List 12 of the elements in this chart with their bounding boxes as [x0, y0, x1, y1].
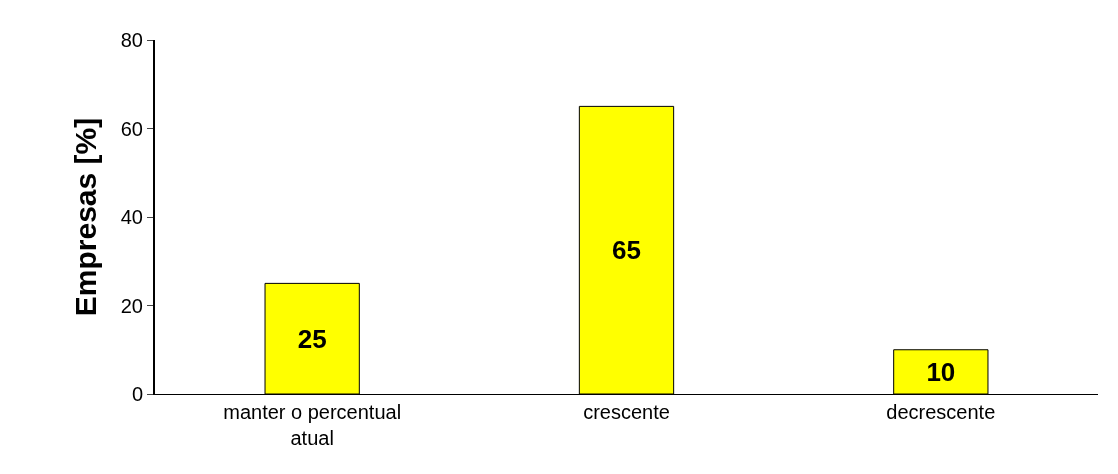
y-tick-label: 80	[120, 29, 143, 51]
x-tick-label: crescente	[583, 401, 670, 423]
data-label: 10	[926, 356, 956, 387]
data-label: 65	[612, 235, 641, 266]
y-axis-title: Empresas [%]	[69, 117, 103, 317]
y-tick-label: 0	[131, 383, 143, 405]
y-tick-label: 20	[120, 294, 143, 317]
x-tick-label: decrescente	[886, 401, 996, 423]
data-label: 25	[297, 323, 327, 354]
y-tick-label: 60	[120, 117, 143, 140]
x-tick-label: manter o percentual atual	[223, 401, 402, 449]
y-tick-label: 40	[120, 206, 143, 228]
